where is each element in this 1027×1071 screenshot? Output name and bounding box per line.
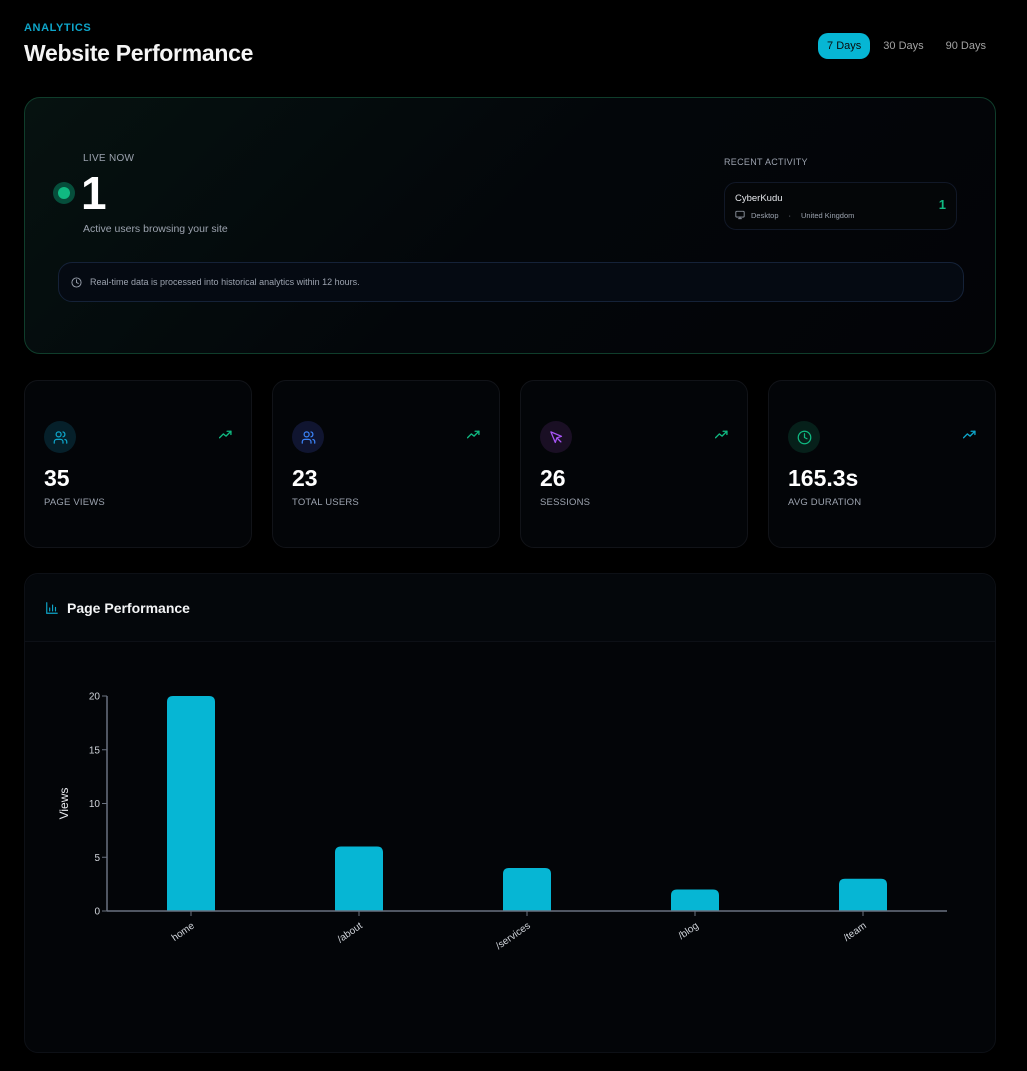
recent-activity-label: RECENT ACTIVITY bbox=[724, 157, 808, 167]
stats-row: 35 PAGE VIEWS 23 TOTAL USERS 26 SESSIONS… bbox=[24, 380, 996, 548]
page-header: ANALYTICS Website Performance bbox=[24, 22, 253, 67]
cursor-icon bbox=[549, 430, 562, 443]
recent-activity-device: Desktop bbox=[751, 210, 779, 220]
recent-activity-country: United Kingdom bbox=[801, 210, 855, 220]
trending-up-icon bbox=[219, 430, 232, 439]
stat-icon-container bbox=[292, 421, 324, 453]
bar-about[interactable] bbox=[335, 846, 383, 912]
stat-card-page-views: 35 PAGE VIEWS bbox=[24, 380, 252, 548]
stat-icon-container bbox=[540, 421, 572, 453]
trending-up-icon bbox=[963, 430, 976, 439]
recent-activity-meta: Desktop · United Kingdom bbox=[735, 210, 854, 220]
live-user-count: 1 bbox=[81, 167, 107, 219]
bar-chart-icon bbox=[46, 601, 58, 614]
users-icon bbox=[53, 430, 67, 444]
trending-up-icon bbox=[715, 430, 728, 439]
stat-value: 165.3s bbox=[788, 465, 859, 491]
x-tick-label: /about bbox=[336, 920, 365, 945]
x-tick-label: /blog bbox=[677, 920, 701, 941]
separator: · bbox=[788, 210, 792, 220]
bar-blog[interactable] bbox=[671, 889, 719, 912]
bar-home[interactable] bbox=[167, 696, 215, 911]
users-icon bbox=[301, 430, 315, 444]
x-tick-label: /services bbox=[494, 920, 533, 952]
clock-icon bbox=[797, 430, 811, 444]
live-subtitle: Active users browsing your site bbox=[83, 223, 228, 235]
stat-card-total-users: 23 TOTAL USERS bbox=[272, 380, 500, 548]
date-range-selector: 7 Days 30 Days 90 Days bbox=[818, 33, 995, 59]
stat-card-sessions: 26 SESSIONS bbox=[520, 380, 748, 548]
clock-icon bbox=[71, 276, 82, 288]
stat-icon-container bbox=[788, 421, 820, 453]
y-tick-label: 15 bbox=[89, 745, 101, 756]
stat-label: PAGE VIEWS bbox=[44, 497, 105, 508]
stat-value: 23 bbox=[292, 465, 318, 491]
stat-icon-container bbox=[44, 421, 76, 453]
live-indicator-icon bbox=[53, 182, 75, 204]
range-7-days-button[interactable]: 7 Days bbox=[818, 33, 871, 59]
y-tick-label: 0 bbox=[94, 907, 100, 918]
recent-activity-count: 1 bbox=[938, 197, 946, 212]
range-90-days-button[interactable]: 90 Days bbox=[945, 40, 986, 52]
live-label: LIVE NOW bbox=[83, 153, 135, 164]
y-tick-label: 5 bbox=[94, 853, 100, 864]
page-title: Website Performance bbox=[24, 40, 254, 66]
y-tick-label: 10 bbox=[89, 799, 101, 810]
section-eyebrow: ANALYTICS bbox=[24, 22, 92, 34]
info-text: Real-time data is processed into histori… bbox=[90, 277, 360, 287]
stat-label: TOTAL USERS bbox=[292, 497, 359, 508]
monitor-icon bbox=[735, 210, 745, 220]
y-tick-label: 20 bbox=[89, 692, 101, 703]
bar-team[interactable] bbox=[839, 878, 887, 911]
x-tick-label: home bbox=[170, 920, 197, 944]
page-performance-header: Page Performance bbox=[25, 574, 995, 642]
info-banner: Real-time data is processed into histori… bbox=[58, 262, 964, 302]
live-now-card: LIVE NOW 1 Active users browsing your si… bbox=[24, 97, 996, 354]
x-tick-label: /team bbox=[842, 920, 869, 943]
stat-value: 26 bbox=[540, 465, 566, 491]
recent-activity-item[interactable]: CyberKudu Desktop · United Kingdom 1 bbox=[724, 182, 957, 230]
recent-activity-user: CyberKudu bbox=[735, 193, 783, 204]
bar-services[interactable] bbox=[503, 868, 551, 911]
page-performance-card: Page Performance 0 5 10 15 20 Views home/about… bbox=[24, 573, 996, 1053]
stat-label: SESSIONS bbox=[540, 497, 591, 508]
stat-card-avg-duration: 165.3s AVG DURATION bbox=[768, 380, 996, 548]
y-axis-label: Views bbox=[57, 788, 71, 820]
page-views-bar-chart: 0 5 10 15 20 Views home/about/services/blog/te… bbox=[57, 692, 947, 952]
range-30-days-button[interactable]: 30 Days bbox=[883, 40, 924, 52]
trending-up-icon bbox=[467, 430, 480, 439]
page-performance-title: Page Performance bbox=[67, 599, 190, 616]
stat-value: 35 bbox=[44, 465, 70, 491]
stat-label: AVG DURATION bbox=[788, 497, 862, 508]
